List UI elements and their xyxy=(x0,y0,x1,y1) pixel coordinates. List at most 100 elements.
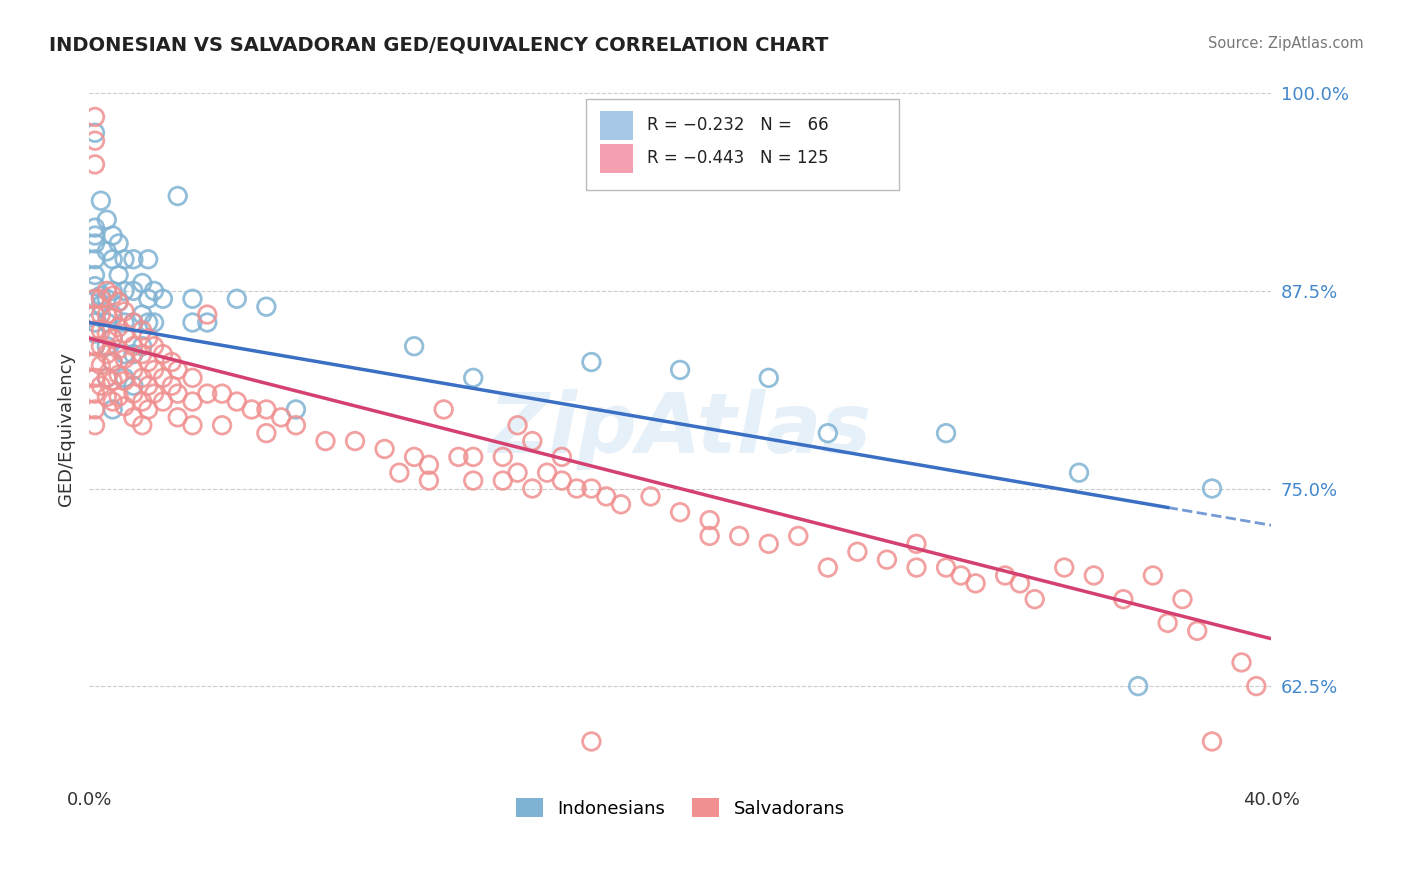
Point xyxy=(84,268,107,282)
Point xyxy=(136,316,159,330)
Point xyxy=(131,394,153,409)
Point xyxy=(1187,624,1209,638)
Point xyxy=(817,426,839,441)
Point xyxy=(160,355,183,369)
Point xyxy=(84,339,107,353)
Point xyxy=(136,378,159,392)
Point xyxy=(551,450,574,464)
Point xyxy=(181,418,204,433)
Point xyxy=(90,358,112,372)
Point xyxy=(96,244,118,259)
Point xyxy=(1083,568,1105,582)
Point xyxy=(101,252,124,267)
Point xyxy=(284,418,307,433)
Point xyxy=(101,310,124,325)
Point xyxy=(122,284,145,298)
Point xyxy=(463,474,485,488)
Point xyxy=(107,295,129,310)
Point xyxy=(122,316,145,330)
Point xyxy=(114,374,136,388)
Point xyxy=(90,308,112,322)
Point xyxy=(84,418,107,433)
Point xyxy=(1156,615,1178,630)
Point xyxy=(122,316,145,330)
Point xyxy=(143,339,166,353)
Point xyxy=(581,482,603,496)
Point xyxy=(107,236,129,251)
Point xyxy=(90,298,112,312)
Point xyxy=(84,252,107,267)
Point xyxy=(84,371,107,385)
Point xyxy=(131,371,153,385)
Point xyxy=(211,418,233,433)
Point xyxy=(107,368,129,382)
Point xyxy=(84,308,107,322)
Point xyxy=(122,363,145,377)
Point xyxy=(84,316,107,330)
Point xyxy=(143,316,166,330)
Point xyxy=(905,560,928,574)
Point xyxy=(506,466,529,480)
Point xyxy=(787,529,810,543)
Point xyxy=(84,402,107,417)
Point xyxy=(254,300,277,314)
Point xyxy=(90,323,112,337)
Point xyxy=(143,363,166,377)
Point xyxy=(107,295,129,310)
Point xyxy=(284,402,307,417)
Point xyxy=(84,292,107,306)
Point xyxy=(1053,560,1076,574)
Point xyxy=(84,126,107,140)
Point xyxy=(131,418,153,433)
Point xyxy=(551,474,574,488)
Point xyxy=(84,292,107,306)
Point xyxy=(404,339,426,353)
Point xyxy=(166,386,188,401)
Point xyxy=(101,308,124,322)
Point xyxy=(447,450,470,464)
Point xyxy=(669,505,692,519)
Point xyxy=(107,320,129,334)
Point xyxy=(107,268,129,282)
Point xyxy=(1142,568,1164,582)
Point xyxy=(418,474,440,488)
Point xyxy=(101,355,124,369)
Point xyxy=(935,426,957,441)
Point xyxy=(949,568,972,582)
Point xyxy=(225,292,247,306)
Point xyxy=(84,157,107,171)
Point xyxy=(96,308,118,322)
Point xyxy=(84,323,107,337)
Point xyxy=(131,339,153,353)
Point xyxy=(610,497,633,511)
Point xyxy=(758,537,780,551)
Point xyxy=(96,339,118,353)
Point xyxy=(463,371,485,385)
Point xyxy=(84,134,107,148)
Point xyxy=(84,339,107,353)
Point xyxy=(181,292,204,306)
Point xyxy=(211,386,233,401)
Point xyxy=(344,434,367,448)
Point xyxy=(699,513,721,527)
Point xyxy=(101,288,124,302)
Point xyxy=(758,371,780,385)
Point xyxy=(463,450,485,464)
Text: INDONESIAN VS SALVADORAN GED/EQUIVALENCY CORRELATION CHART: INDONESIAN VS SALVADORAN GED/EQUIVALENCY… xyxy=(49,36,828,54)
Point xyxy=(96,284,118,298)
Point xyxy=(152,292,174,306)
Point xyxy=(935,560,957,574)
Point xyxy=(565,482,588,496)
Point xyxy=(114,347,136,361)
Point xyxy=(1246,679,1268,693)
Point xyxy=(166,410,188,425)
Point xyxy=(506,418,529,433)
Point xyxy=(152,371,174,385)
Point xyxy=(195,316,218,330)
Point xyxy=(876,552,898,566)
Point xyxy=(225,394,247,409)
Point xyxy=(581,355,603,369)
Point xyxy=(418,458,440,472)
Point xyxy=(122,378,145,392)
Point xyxy=(492,450,515,464)
